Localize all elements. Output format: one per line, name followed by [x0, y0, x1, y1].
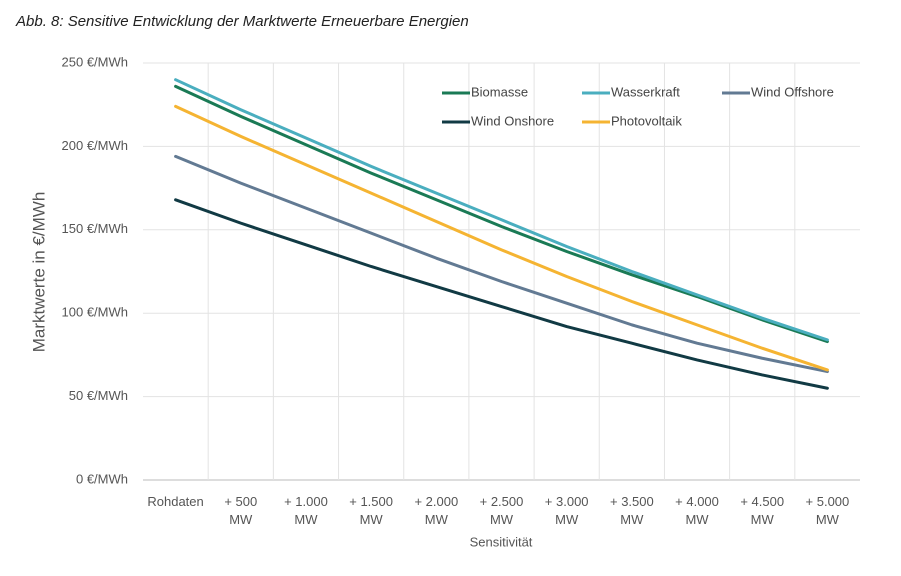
legend-label: Biomasse: [471, 84, 528, 99]
x-tick-label: + 4.000 MW: [675, 494, 719, 527]
y-tick-label: 150 €/MWh: [62, 221, 128, 236]
series-line: [174, 84, 829, 344]
x-tick-label: + 2.000 MW: [414, 494, 459, 527]
x-tick-label: + 2.500 MW: [479, 494, 524, 527]
x-tick-label: + 1.000 MW: [284, 494, 328, 527]
x-tick-label: + 3.500 MW: [609, 494, 654, 527]
series-line: [174, 104, 829, 372]
legend-label: Photovoltaik: [611, 113, 682, 128]
legend-label: Wind Onshore: [471, 113, 554, 128]
legend-label: Wasserkraft: [611, 84, 680, 99]
chart-title: Abb. 8: Sensitive Entwicklung der Marktw…: [15, 13, 469, 30]
y-tick-label: 0 €/MWh: [76, 471, 128, 486]
legend-label: Wind Offshore: [751, 84, 834, 99]
series-line: [174, 154, 829, 374]
x-tick-label: + 3.000 MW: [544, 494, 589, 527]
x-tick-label: Rohdaten: [147, 494, 204, 509]
y-tick-label: 50 €/MWh: [69, 388, 128, 403]
x-tick-label: + 5.000 MW: [805, 494, 850, 527]
x-tick-label: + 500 MW: [224, 494, 258, 527]
y-tick-label: 200 €/MWh: [62, 138, 128, 153]
y-tick-label: 100 €/MWh: [62, 305, 128, 320]
series-line: [174, 78, 829, 342]
x-tick-label: + 1.500 MW: [349, 494, 393, 527]
x-axis-label: Sensitivität: [470, 534, 533, 549]
series-line: [174, 198, 829, 390]
y-tick-label: 250 €/MWh: [62, 54, 128, 69]
x-tick-label: + 4.500 MW: [740, 494, 785, 527]
y-axis-label: Marktwerte in €/MWh: [29, 192, 48, 353]
